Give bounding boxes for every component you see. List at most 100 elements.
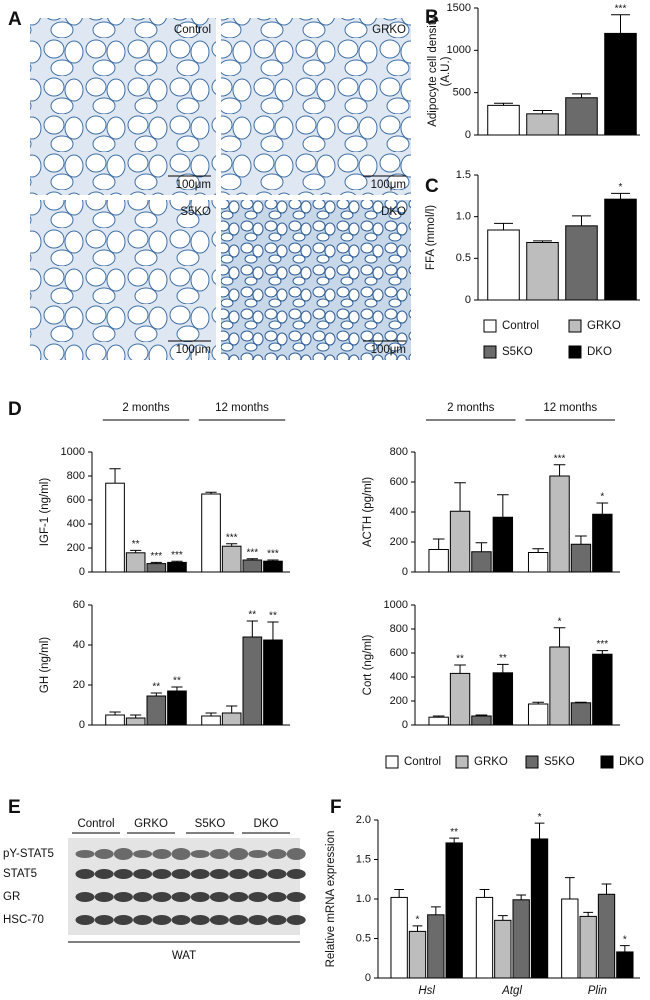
significance: ** <box>152 682 160 693</box>
band <box>229 848 249 860</box>
band <box>248 850 268 858</box>
band <box>267 849 287 859</box>
band <box>133 869 153 879</box>
y-tick-label: 1000 <box>384 599 408 611</box>
lane-group: S5KO <box>195 818 226 830</box>
bar <box>125 552 146 573</box>
significance: ** <box>450 827 458 838</box>
bar <box>487 104 520 136</box>
bar <box>167 561 187 573</box>
band <box>171 848 191 860</box>
legend-label: S5KO <box>502 346 533 358</box>
bar <box>471 551 492 573</box>
band <box>267 915 287 925</box>
significance: * <box>600 492 604 503</box>
error-bar <box>553 627 566 647</box>
y-tick-label: 600 <box>67 494 85 506</box>
significance: * <box>416 915 420 926</box>
scale-label: 100μm <box>176 179 211 191</box>
error-bar <box>171 560 183 563</box>
y-tick-label: 1.5 <box>456 169 471 181</box>
error-bar <box>205 712 217 716</box>
band <box>113 848 133 860</box>
y-tick-label: 0 <box>79 566 85 578</box>
band <box>286 848 306 860</box>
bar <box>242 559 263 573</box>
bar <box>570 702 592 726</box>
error-bar <box>412 925 423 932</box>
bar <box>125 717 146 726</box>
legend-label: Control <box>502 320 539 332</box>
error-bar <box>596 650 609 655</box>
error-bar <box>205 491 217 494</box>
y-tick-label: 1.0 <box>456 211 471 223</box>
band <box>75 892 95 902</box>
micrograph <box>221 18 411 195</box>
error-bar <box>267 621 279 640</box>
band <box>113 915 133 925</box>
band <box>286 892 306 902</box>
error-bar <box>596 502 609 515</box>
significance: *** <box>615 3 627 14</box>
error-bar <box>246 620 258 637</box>
panel-letter: E <box>8 797 21 818</box>
error-bar <box>516 894 527 900</box>
significance: *** <box>596 639 608 650</box>
y-tick-label: 20 <box>73 679 85 691</box>
error-bar <box>171 686 183 691</box>
panel-letter: D <box>8 399 22 420</box>
error-bar <box>475 542 488 552</box>
micrograph <box>30 200 216 360</box>
scale-label: 100μm <box>371 179 406 191</box>
y-tick-label: 0.5 <box>456 252 471 264</box>
bar <box>105 714 125 726</box>
band <box>190 869 210 879</box>
bar <box>428 549 449 573</box>
error-bar <box>583 911 594 917</box>
legend-swatch <box>568 319 582 333</box>
micrograph <box>221 200 411 360</box>
error-bar <box>150 561 162 564</box>
significance: *** <box>171 550 183 561</box>
legend-swatch <box>525 755 539 769</box>
error-bar <box>432 538 445 550</box>
error-bar <box>267 559 279 562</box>
bar <box>561 898 579 979</box>
panel-letter: C <box>425 176 439 197</box>
bar <box>527 703 549 726</box>
scale-label: 100μm <box>176 344 211 356</box>
band <box>133 850 153 858</box>
error-bar <box>532 701 544 704</box>
band <box>113 892 133 902</box>
error-bar <box>432 715 445 718</box>
band <box>171 915 191 925</box>
significance: *** <box>246 547 258 558</box>
legend-swatch <box>483 345 497 359</box>
error-bar <box>494 222 513 230</box>
error-bar <box>130 549 142 553</box>
error-bar <box>532 548 544 553</box>
significance: ** <box>132 539 140 550</box>
band <box>133 892 153 902</box>
group-header: 2 months <box>447 402 495 414</box>
bar <box>167 690 187 726</box>
bar <box>597 893 616 979</box>
band <box>94 849 114 859</box>
y-tick-label: 0 <box>465 129 471 141</box>
y-tick-label: 0 <box>79 719 85 731</box>
error-bar <box>109 468 121 484</box>
band <box>209 869 229 879</box>
error-bar <box>533 109 552 114</box>
y-tick-label: 600 <box>390 647 408 659</box>
group-header: 2 months <box>122 402 170 414</box>
error-bar <box>494 102 513 106</box>
y-tick-label: 800 <box>390 623 408 635</box>
band <box>209 849 229 859</box>
legend-swatch <box>385 755 399 769</box>
group-header: 12 months <box>543 402 597 414</box>
band <box>113 869 133 879</box>
error-bar <box>394 889 405 898</box>
error-bar <box>246 558 258 560</box>
bar <box>390 896 408 979</box>
group-header: 12 months <box>215 402 269 414</box>
